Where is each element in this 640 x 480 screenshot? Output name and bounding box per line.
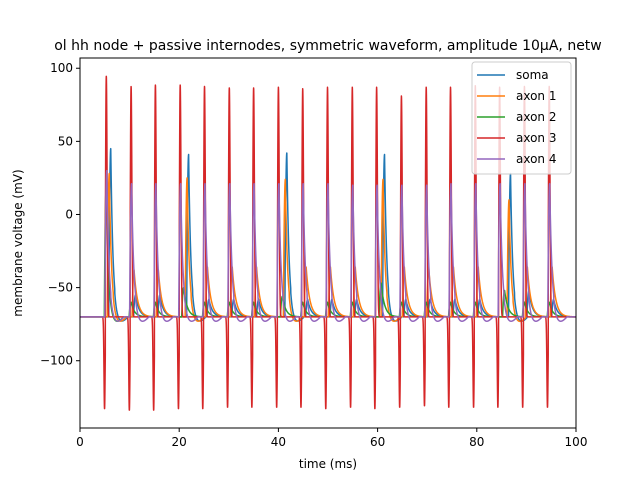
legend-frame <box>471 61 572 175</box>
chart-title: ol hh node + passive internodes, symmetr… <box>54 38 602 54</box>
legend-label: axon 3 <box>516 131 556 145</box>
y-axis-ticks: −100 −50 0 50 100 <box>40 61 80 368</box>
x-tick-label: 80 <box>469 435 484 449</box>
x-tick-label: 40 <box>271 435 286 449</box>
x-tick-label: 60 <box>370 435 385 449</box>
x-axis-label: time (ms) <box>299 457 357 471</box>
legend-label: soma <box>516 68 549 82</box>
y-tick-label: 100 <box>50 61 73 75</box>
series-lines <box>80 75 576 411</box>
legend-label: axon 1 <box>516 89 556 103</box>
x-tick-label: 20 <box>172 435 187 449</box>
legend: soma axon 1 axon 2 axon 3 axon 4 <box>471 61 572 175</box>
legend-label: axon 2 <box>516 110 556 124</box>
y-tick-label: −100 <box>40 354 73 368</box>
x-axis-ticks: 0 20 40 60 80 100 <box>76 428 587 449</box>
y-tick-label: 50 <box>58 134 73 148</box>
axes-frame <box>79 57 577 429</box>
y-tick-label: 0 <box>65 207 73 221</box>
y-axis-label: membrane voltage (mV) <box>11 169 25 316</box>
x-tick-label: 0 <box>76 435 84 449</box>
legend-label: axon 4 <box>516 152 556 166</box>
y-tick-label: −50 <box>48 281 73 295</box>
series-line-axon-4 <box>80 169 576 322</box>
x-tick-label: 100 <box>565 435 588 449</box>
